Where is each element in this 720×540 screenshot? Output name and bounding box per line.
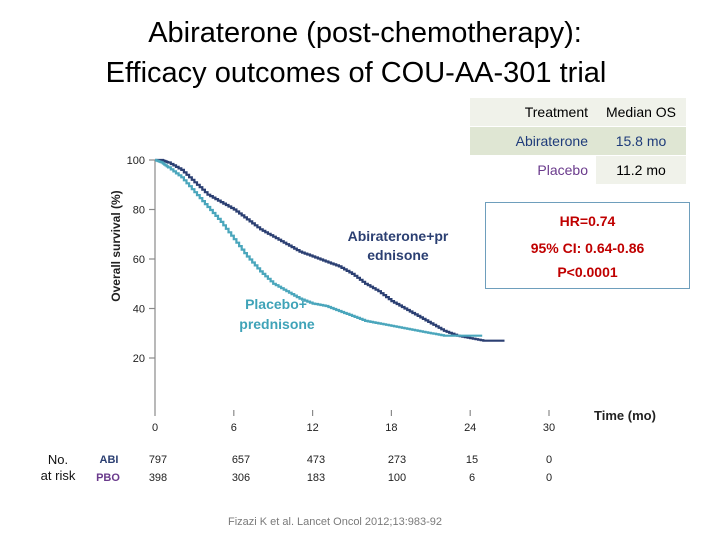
survival-curves bbox=[155, 158, 505, 342]
abiraterone-annotation-line-1: Abiraterone+pr bbox=[348, 228, 449, 244]
risk-label-line-2: at risk bbox=[41, 468, 76, 483]
risk-value: 398 bbox=[149, 472, 167, 484]
risk-value: 657 bbox=[232, 454, 250, 466]
x-axis-label: Time (mo) bbox=[594, 408, 656, 423]
x-tick-label: 0 bbox=[152, 422, 158, 434]
x-tick-label: 12 bbox=[306, 422, 318, 434]
risk-value: 0 bbox=[546, 472, 552, 484]
axis-ticks: 100 80 60 40 20 0 6 12 18 24 30 bbox=[127, 155, 555, 434]
risk-value: 100 bbox=[388, 472, 406, 484]
risk-value: 0 bbox=[546, 454, 552, 466]
median-os-abiraterone: 15.8 mo bbox=[596, 126, 686, 156]
median-os-table: Treatment Median OS Abiraterone 15.8 mo … bbox=[470, 98, 686, 184]
title-line-2: Efficacy outcomes of COU-AA-301 trial bbox=[105, 57, 607, 89]
citation: Fizazi K et al. Lancet Oncol 2012;13:983… bbox=[228, 516, 442, 528]
abiraterone-curve bbox=[155, 158, 505, 342]
confidence-interval: 95% CI: 0.64-0.86 bbox=[530, 240, 645, 256]
hazard-ratio: HR=0.74 bbox=[559, 213, 616, 229]
risk-value: 473 bbox=[307, 454, 325, 466]
risk-value: 15 bbox=[466, 454, 478, 466]
placebo-annotation-line-1: Placebo+ bbox=[245, 296, 307, 312]
abiraterone-annotation-line-2: ednisone bbox=[367, 247, 429, 263]
p-value: P<0.0001 bbox=[557, 264, 618, 280]
treatment-abiraterone: Abiraterone bbox=[470, 126, 596, 156]
risk-label-line-1: No. bbox=[48, 452, 68, 467]
y-tick-label: 40 bbox=[133, 304, 145, 316]
placebo-annotation-line-2: prednisone bbox=[239, 316, 315, 332]
risk-value: 183 bbox=[307, 472, 325, 484]
median-os-header: Median OS bbox=[596, 98, 686, 127]
title-line-1: Abiraterone (post-chemotherapy): bbox=[148, 17, 582, 49]
risk-value: 797 bbox=[149, 454, 167, 466]
y-axis-label: Overall survival (%) bbox=[109, 190, 123, 301]
median-os-placebo: 11.2 mo bbox=[596, 155, 686, 184]
treatment-placebo: Placebo bbox=[470, 155, 596, 184]
treatment-header: Treatment bbox=[470, 98, 596, 127]
x-tick-label: 30 bbox=[543, 422, 555, 434]
y-tick-label: 60 bbox=[133, 254, 145, 266]
x-tick-label: 24 bbox=[464, 422, 476, 434]
y-tick-label: 20 bbox=[133, 353, 145, 365]
y-tick-label: 80 bbox=[133, 205, 145, 217]
x-tick-label: 6 bbox=[231, 422, 237, 434]
median-os-row-abiraterone: Abiraterone 15.8 mo bbox=[470, 126, 686, 156]
risk-values: 797 657 473 273 15 0 398 306 183 100 6 0 bbox=[149, 454, 552, 484]
risk-row-label-pbo: PBO bbox=[96, 472, 120, 484]
y-tick-label: 100 bbox=[127, 155, 145, 167]
risk-value: 273 bbox=[388, 454, 406, 466]
placebo-curve bbox=[155, 158, 483, 337]
x-tick-label: 18 bbox=[385, 422, 397, 434]
hazard-ratio-box: HR=0.74 95% CI: 0.64-0.86 P<0.0001 bbox=[485, 202, 690, 289]
median-os-row-placebo: Placebo 11.2 mo bbox=[470, 155, 686, 184]
median-os-header-row: Treatment Median OS bbox=[470, 98, 686, 127]
risk-row-label-abi: ABI bbox=[100, 454, 119, 466]
risk-value: 6 bbox=[469, 472, 475, 484]
risk-value: 306 bbox=[232, 472, 250, 484]
